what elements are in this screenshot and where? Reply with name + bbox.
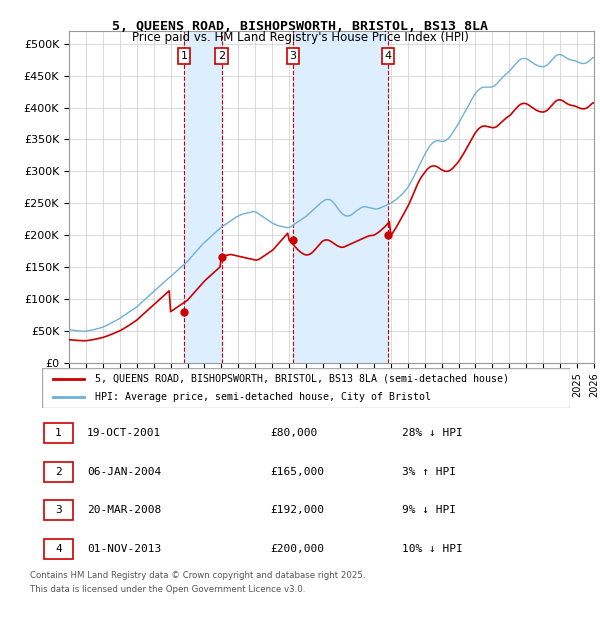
- Text: Contains HM Land Registry data © Crown copyright and database right 2025.: Contains HM Land Registry data © Crown c…: [30, 571, 365, 580]
- FancyBboxPatch shape: [44, 462, 73, 482]
- Text: 1: 1: [181, 51, 188, 61]
- Text: £165,000: £165,000: [270, 467, 324, 477]
- Bar: [184, 31, 221, 363]
- FancyBboxPatch shape: [44, 500, 73, 520]
- Text: 2: 2: [218, 51, 225, 61]
- Text: £80,000: £80,000: [270, 428, 317, 438]
- Text: 01-NOV-2013: 01-NOV-2013: [87, 544, 161, 554]
- Text: 1: 1: [55, 428, 62, 438]
- Text: Price paid vs. HM Land Registry's House Price Index (HPI): Price paid vs. HM Land Registry's House …: [131, 31, 469, 44]
- Text: 2: 2: [55, 467, 62, 477]
- Text: 19-OCT-2001: 19-OCT-2001: [87, 428, 161, 438]
- Text: 3: 3: [289, 51, 296, 61]
- FancyBboxPatch shape: [44, 539, 73, 559]
- Text: This data is licensed under the Open Government Licence v3.0.: This data is licensed under the Open Gov…: [30, 585, 305, 594]
- Text: 4: 4: [55, 544, 62, 554]
- Text: 5, QUEENS ROAD, BISHOPSWORTH, BRISTOL, BS13 8LA (semi-detached house): 5, QUEENS ROAD, BISHOPSWORTH, BRISTOL, B…: [95, 374, 509, 384]
- Text: £200,000: £200,000: [270, 544, 324, 554]
- Text: 10% ↓ HPI: 10% ↓ HPI: [402, 544, 463, 554]
- FancyBboxPatch shape: [42, 368, 570, 408]
- Text: 3% ↑ HPI: 3% ↑ HPI: [402, 467, 456, 477]
- FancyBboxPatch shape: [44, 423, 73, 443]
- Text: 9% ↓ HPI: 9% ↓ HPI: [402, 505, 456, 515]
- Text: £192,000: £192,000: [270, 505, 324, 515]
- Text: 20-MAR-2008: 20-MAR-2008: [87, 505, 161, 515]
- Text: 4: 4: [385, 51, 392, 61]
- Text: HPI: Average price, semi-detached house, City of Bristol: HPI: Average price, semi-detached house,…: [95, 392, 431, 402]
- Text: 5, QUEENS ROAD, BISHOPSWORTH, BRISTOL, BS13 8LA: 5, QUEENS ROAD, BISHOPSWORTH, BRISTOL, B…: [112, 20, 488, 33]
- Text: 28% ↓ HPI: 28% ↓ HPI: [402, 428, 463, 438]
- Bar: [293, 31, 388, 363]
- Text: 06-JAN-2004: 06-JAN-2004: [87, 467, 161, 477]
- Text: 3: 3: [55, 505, 62, 515]
